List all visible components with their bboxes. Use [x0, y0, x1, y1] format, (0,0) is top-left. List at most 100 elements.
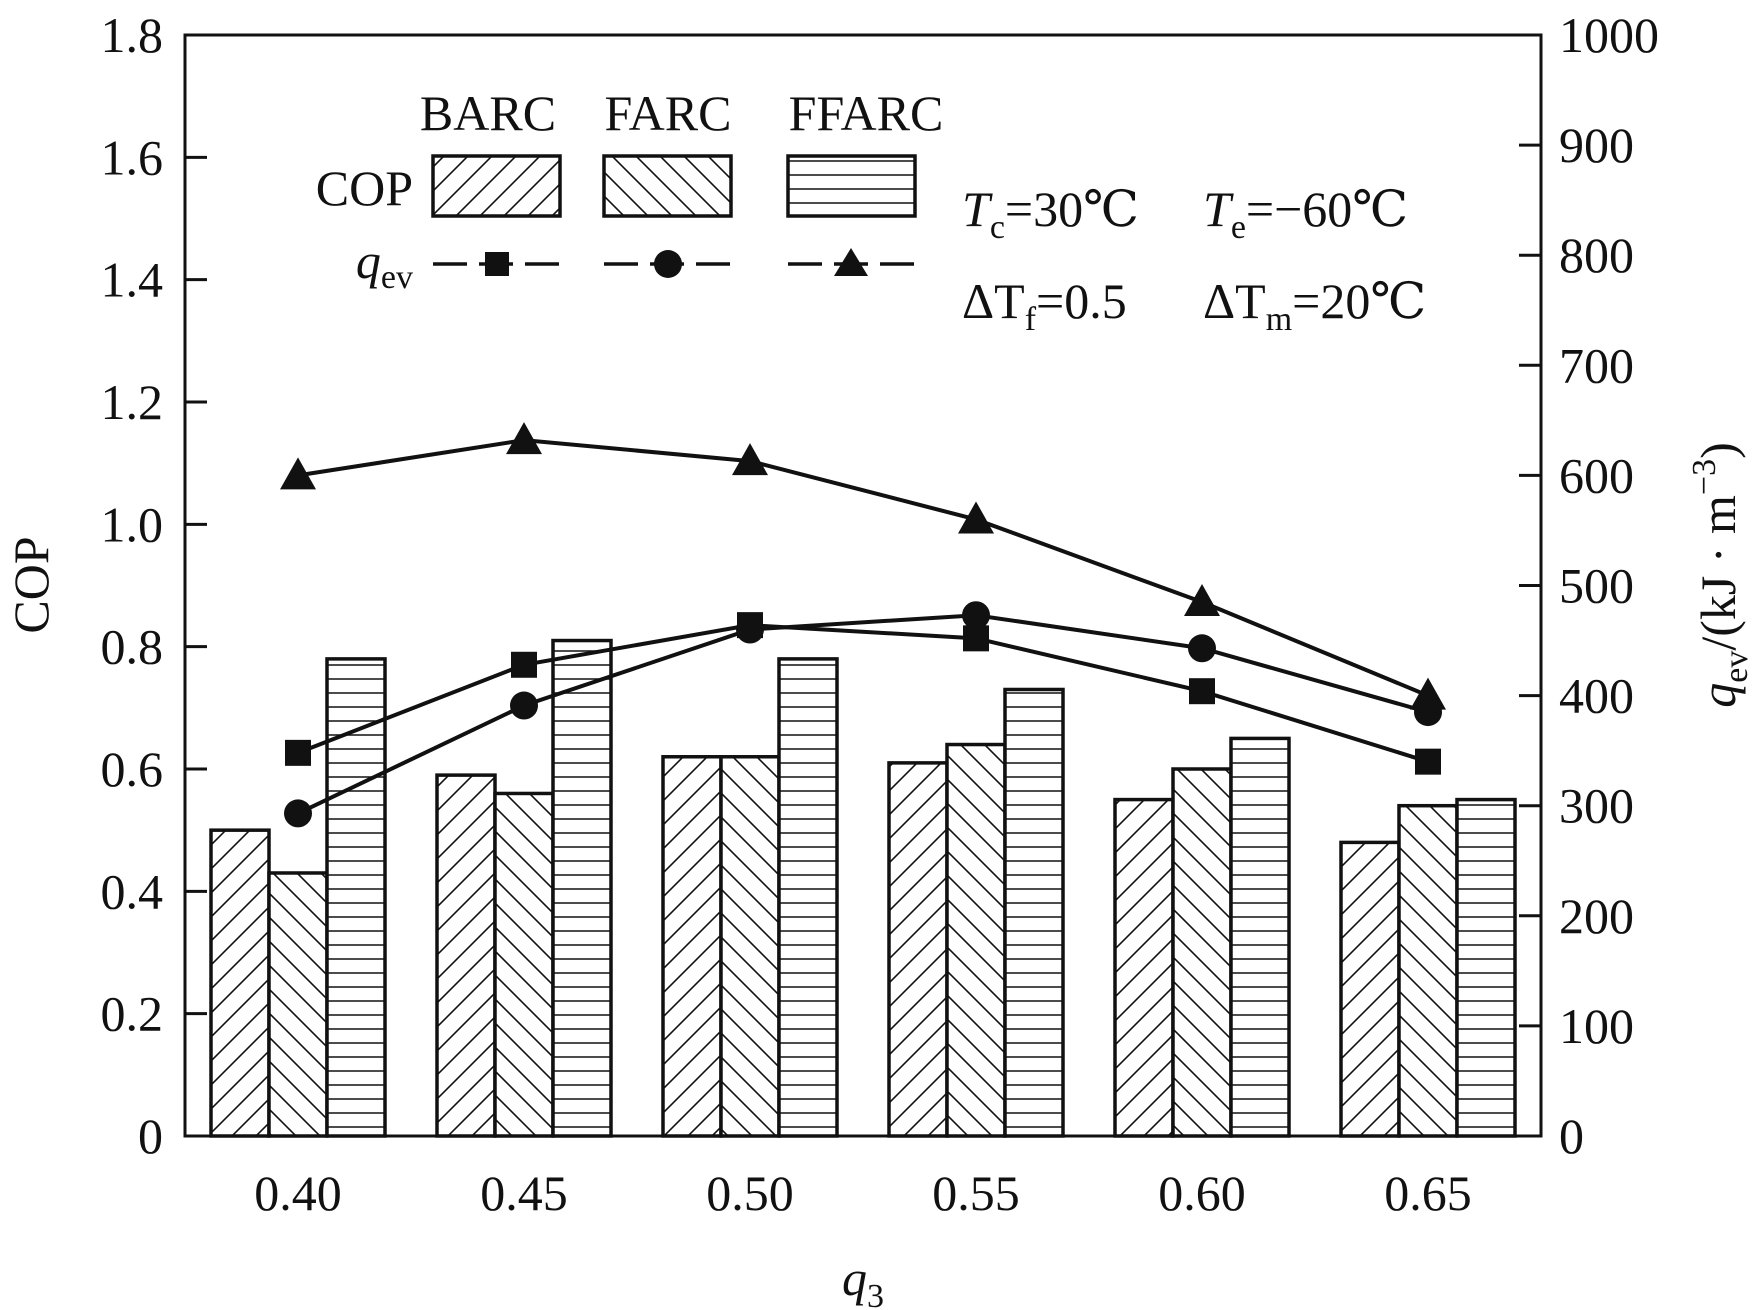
right-axis-title-end: )	[1690, 442, 1746, 459]
x-axis-title: q3	[842, 1250, 884, 1310]
legend-line-barc	[433, 252, 560, 276]
line-qev-barc	[297, 623, 1429, 764]
x-tick-label: 0.60	[1158, 1165, 1246, 1221]
left-tick-label: 0.6	[101, 741, 164, 797]
marker-farc-0.45	[510, 691, 538, 720]
right-tick-label: 0	[1559, 1108, 1584, 1164]
marker-ffarc-0.45	[506, 422, 542, 455]
axes-layer: 0 0.2 0.4 0.6 0.8 1.0 1.2 1.4 1.6 1.8 0 100 200 300 40…	[101, 7, 1660, 1221]
x-tick-label: 0.50	[706, 1165, 794, 1221]
legend-line-farc	[604, 250, 731, 278]
right-tick-label: 100	[1559, 998, 1634, 1054]
legend-line-ffarc	[788, 248, 915, 276]
condition-dtf-sym: ΔT	[962, 273, 1025, 329]
bar-farc-0.50	[719, 755, 781, 1138]
bar-farc-0.40	[267, 871, 329, 1138]
bar-farc-0.60	[1171, 767, 1233, 1138]
marker-farc-0.50	[736, 615, 764, 644]
condition-tc: Tc=30℃	[962, 181, 1139, 246]
condition-te: Te=−60℃	[1203, 181, 1408, 246]
marker-ffarc-0.65	[1410, 677, 1446, 710]
line-qev-farc	[297, 613, 1429, 816]
marker-ffarc-0.40	[280, 457, 316, 490]
legend-header-barc: BARC	[420, 85, 556, 141]
bar-ffarc-0.50	[777, 657, 839, 1138]
bars-layer	[209, 638, 1517, 1138]
legend-qev-main: q	[356, 233, 381, 289]
bar-ffarc-0.40	[325, 657, 387, 1138]
legend-swatch-farc	[602, 154, 733, 218]
marker-barc-0.65	[1415, 748, 1441, 775]
right-tick-label: 200	[1559, 888, 1634, 944]
marker-barc-0.45	[511, 651, 537, 678]
right-tick-label: 300	[1559, 778, 1634, 834]
bar-ffarc-0.55	[1003, 687, 1065, 1138]
bar-barc-0.55	[887, 761, 949, 1138]
legend-qev-label: qev	[356, 233, 413, 296]
marker-ffarc-0.50	[732, 443, 768, 476]
right-tick-label: 400	[1559, 668, 1634, 724]
x-tick-label: 0.40	[254, 1165, 342, 1221]
marker-barc-0.40	[285, 739, 311, 766]
legend-swatch-ffarc	[786, 154, 917, 218]
marker-barc-0.55	[963, 625, 989, 652]
right-axis-title-sup: −3	[1686, 459, 1723, 495]
legend-swatch-barc	[431, 154, 562, 218]
left-tick-label: 0.2	[101, 986, 164, 1042]
right-tick-label: 800	[1559, 227, 1634, 283]
legend: BARC FARC FFARC COP qev	[316, 85, 944, 296]
line-qev-ffarc	[297, 438, 1429, 698]
legend-circle-marker	[654, 250, 682, 278]
bar-barc-0.40	[209, 828, 271, 1138]
x-tick-label: 0.55	[932, 1165, 1020, 1221]
right-axis-title-main: q	[1690, 683, 1746, 708]
marker-farc-0.55	[962, 601, 990, 630]
bar-ffarc-0.45	[551, 638, 613, 1138]
marker-ffarc-0.55	[958, 501, 994, 534]
condition-dtf: ΔTf=0.5	[962, 273, 1127, 338]
x-tick-label: 0.45	[480, 1165, 568, 1221]
legend-header-ffarc: FFARC	[789, 85, 944, 141]
legend-square-marker	[485, 252, 509, 276]
bar-farc-0.55	[945, 742, 1007, 1138]
right-tick-label: 700	[1559, 337, 1634, 393]
left-tick-label: 1.2	[101, 374, 164, 430]
right-tick-label: 1000	[1559, 7, 1659, 63]
right-tick-label: 600	[1559, 447, 1634, 503]
conditions: Tc=30℃ Te=−60℃ ΔTf=0.5 ΔTm=20℃	[962, 181, 1426, 338]
left-tick-label: 0.8	[101, 619, 164, 675]
left-axis-title: COP	[3, 536, 59, 633]
legend-qev-sub: ev	[381, 259, 413, 296]
x-axis-title-sub: 3	[867, 1278, 884, 1310]
legend-header-farc: FARC	[605, 85, 732, 141]
x-tick-label: 0.65	[1384, 1165, 1472, 1221]
bar-barc-0.60	[1113, 797, 1175, 1138]
bar-barc-0.50	[661, 755, 723, 1138]
marker-barc-0.60	[1189, 678, 1215, 705]
legend-cop-label: COP	[316, 160, 413, 216]
left-tick-label: 1.0	[101, 496, 164, 552]
left-tick-label: 1.6	[101, 129, 164, 185]
marker-ffarc-0.60	[1184, 584, 1220, 617]
bar-ffarc-0.60	[1229, 736, 1291, 1138]
left-tick-label: 0	[138, 1108, 163, 1164]
marker-farc-0.60	[1188, 634, 1216, 663]
lines-layer	[280, 422, 1446, 828]
condition-dtm: ΔTm=20℃	[1203, 273, 1426, 338]
bar-barc-0.65	[1339, 840, 1401, 1138]
bar-farc-0.45	[493, 791, 555, 1138]
right-axis-title-sub: ev	[1718, 651, 1755, 683]
left-tick-label: 1.8	[101, 7, 164, 63]
bar-ffarc-0.65	[1455, 797, 1517, 1138]
legend-triangle-marker	[834, 248, 868, 276]
right-tick-label: 900	[1559, 117, 1634, 173]
bar-farc-0.65	[1397, 803, 1459, 1138]
x-axis-title-main: q	[842, 1250, 867, 1306]
bar-barc-0.45	[435, 773, 497, 1138]
left-tick-label: 0.4	[101, 863, 164, 919]
left-tick-label: 1.4	[101, 252, 164, 308]
right-tick-label: 500	[1559, 558, 1634, 614]
marker-farc-0.40	[284, 799, 312, 828]
condition-dtm-sym: ΔT	[1203, 273, 1266, 329]
